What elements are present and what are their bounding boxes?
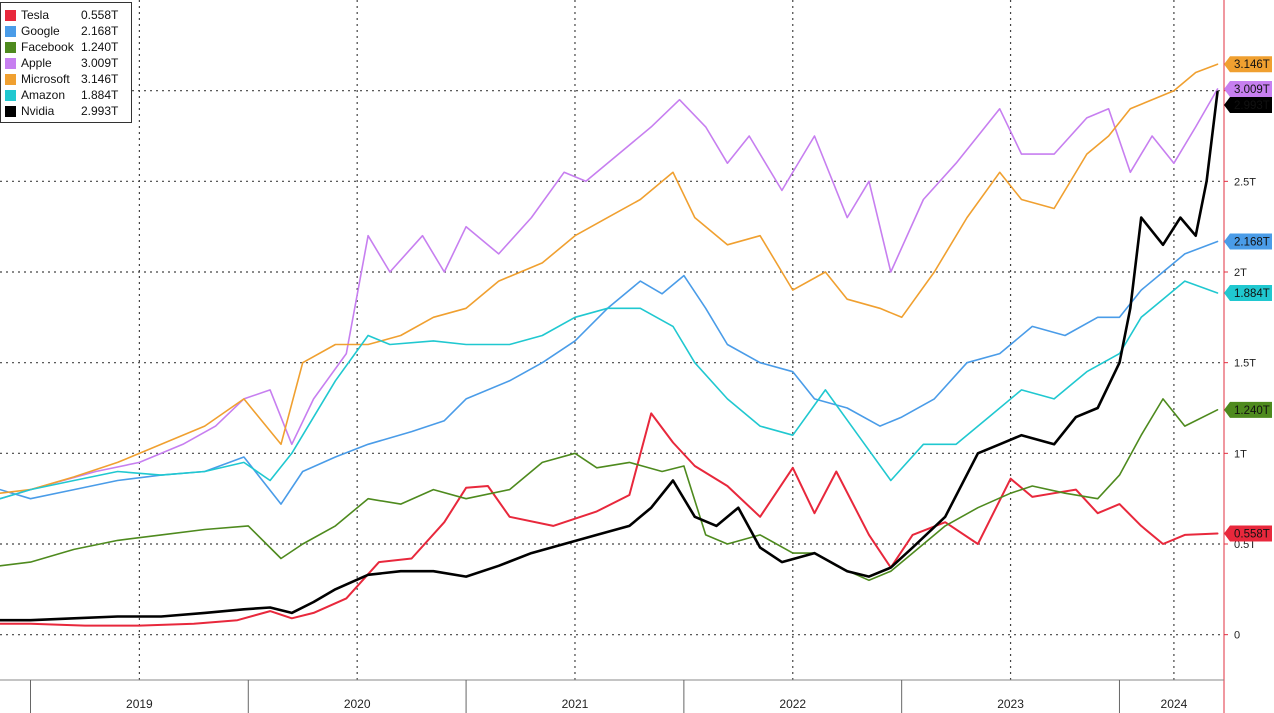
- legend-series-value: 3.009T: [81, 56, 119, 70]
- end-label-amazon: 1.884T: [1224, 285, 1272, 302]
- grid: [0, 0, 1224, 680]
- legend-series-name: Microsoft: [21, 72, 70, 86]
- series-lines: [0, 63, 1219, 627]
- legend: Tesla 0.558T Google 2.168T Facebook 1.240T App…: [0, 2, 132, 123]
- series-line-facebook: [0, 398, 1219, 582]
- end-label-value: 0.558T: [1234, 528, 1270, 540]
- x-tick-label: 2021: [562, 697, 589, 711]
- legend-series-name: Apple: [21, 56, 52, 70]
- end-label-value: 3.009T: [1234, 84, 1270, 96]
- end-label-google: 2.168T: [1224, 233, 1272, 250]
- legend-item-facebook: Facebook 1.240T: [5, 39, 129, 55]
- legend-series-value: 2.168T: [81, 24, 119, 38]
- legend-item-nvidia: Nvidia 2.993T: [5, 103, 129, 119]
- series-line-microsoft: [0, 63, 1219, 495]
- legend-swatch: [5, 9, 16, 21]
- y-tick-label: 1T: [1234, 448, 1247, 460]
- legend-swatch: [5, 25, 16, 37]
- y-tick-label: 1.5T: [1234, 358, 1256, 370]
- x-tick-label: 2020: [344, 697, 371, 711]
- legend-swatch: [5, 105, 16, 117]
- legend-item-microsoft: Microsoft 3.146T: [5, 71, 129, 87]
- series-line-nvidia: [0, 90, 1219, 622]
- series-line-google: [0, 240, 1219, 505]
- series-line-tesla: [0, 412, 1219, 627]
- x-tick-label: 2022: [779, 697, 806, 711]
- legend-series-value: 2.993T: [81, 104, 119, 118]
- series-line-amazon: [0, 280, 1219, 500]
- end-label-nvidia: 2.993T: [1224, 97, 1272, 114]
- end-label-tag: [1224, 285, 1272, 302]
- end-label-value: 2.993T: [1234, 100, 1270, 112]
- legend-item-tesla: Tesla 0.558T: [5, 7, 129, 23]
- end-label-tag: [1224, 81, 1272, 98]
- end-labels: 3.146T 3.009T 2.993T 2.168T 1.884T 1.240T 0.55…: [1224, 56, 1272, 542]
- legend-series-name: Tesla: [21, 8, 50, 22]
- end-label-tag: [1224, 401, 1272, 418]
- end-label-tag: [1224, 525, 1272, 542]
- end-label-value: 1.240T: [1234, 405, 1270, 417]
- y-tick-label: 0.5T: [1234, 539, 1256, 551]
- legend-series-value: 1.240T: [81, 40, 119, 54]
- end-label-apple: 3.009T: [1224, 81, 1272, 98]
- x-tick-label: 2024: [1161, 697, 1188, 711]
- end-label-value: 2.168T: [1234, 237, 1270, 249]
- end-label-tag: [1224, 233, 1272, 250]
- legend-series-name: Facebook: [21, 40, 74, 54]
- legend-swatch: [5, 41, 16, 53]
- end-label-value: 1.884T: [1234, 288, 1270, 300]
- legend-item-amazon: Amazon 1.884T: [5, 87, 129, 103]
- legend-swatch: [5, 57, 16, 69]
- y-tick-label: 2T: [1234, 267, 1247, 279]
- legend-series-value: 3.146T: [81, 72, 119, 86]
- end-label-tag: [1224, 56, 1272, 73]
- end-label-facebook: 1.240T: [1224, 401, 1272, 418]
- legend-series-name: Google: [21, 24, 60, 38]
- legend-series-name: Nvidia: [21, 104, 55, 118]
- x-tick-label: 2023: [997, 697, 1024, 711]
- y-tick-label: 0: [1234, 630, 1240, 642]
- legend-swatch: [5, 89, 16, 101]
- end-label-tesla: 0.558T: [1224, 525, 1272, 542]
- legend-series-value: 1.884T: [81, 88, 119, 102]
- end-label-tag: [1224, 97, 1272, 114]
- y-tick-label: 2.5T: [1234, 176, 1256, 188]
- legend-swatch: [5, 73, 16, 85]
- legend-item-apple: Apple 3.009T: [5, 55, 129, 71]
- end-label-value: 3.146T: [1234, 59, 1270, 71]
- legend-item-google: Google 2.168T: [5, 23, 129, 39]
- legend-series-value: 0.558T: [81, 8, 119, 22]
- x-tick-label: 2019: [126, 697, 153, 711]
- series-line-apple: [0, 88, 1219, 500]
- end-label-microsoft: 3.146T: [1224, 56, 1272, 73]
- legend-series-name: Amazon: [21, 88, 66, 102]
